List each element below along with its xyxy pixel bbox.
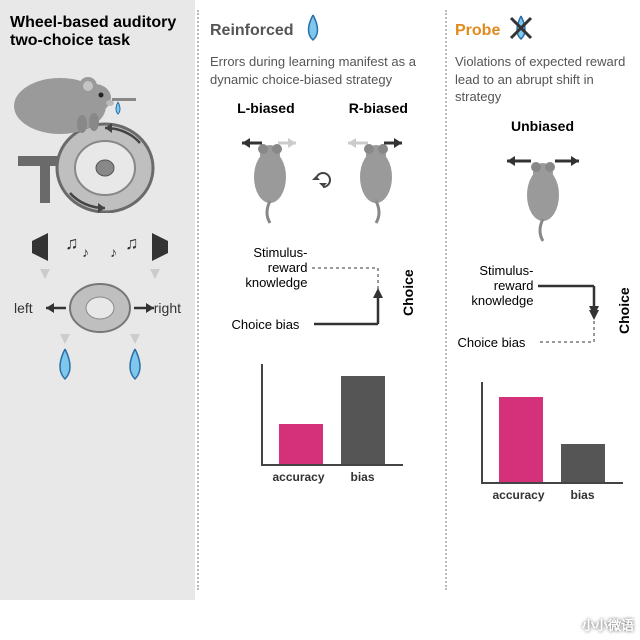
probe-flow: Stimulus- reward knowledge Choice bias C… <box>458 262 628 362</box>
bar-accuracy <box>279 424 323 464</box>
y-axis <box>261 364 263 466</box>
panel-task: Wheel-based auditory two-choice task <box>0 0 195 600</box>
y-axis-probe <box>481 382 483 484</box>
x-axis-probe <box>481 482 623 484</box>
biased-mice <box>210 130 435 230</box>
mouse-wheel-illustration <box>10 58 185 213</box>
svg-text:♫: ♫ <box>65 233 79 253</box>
reinforced-chart: accuracy bias <box>243 364 403 484</box>
reward-drops <box>10 345 185 385</box>
task-title: Wheel-based auditory two-choice task <box>10 14 185 50</box>
r-biased-label: R-biased <box>349 100 408 116</box>
panel-reinforced: Reinforced Errors during learning manife… <box>200 0 445 600</box>
bar-bias-probe <box>561 444 605 482</box>
probe-subtitle: Violations of expected reward lead to an… <box>455 53 630 106</box>
svg-text:♪: ♪ <box>82 244 89 260</box>
mouse-r-biased <box>346 135 406 225</box>
probe-chart: accuracy bias <box>463 382 623 502</box>
unbiased-label: Unbiased <box>455 118 630 134</box>
divider-1 <box>197 10 199 590</box>
label-bias-probe: bias <box>553 488 613 502</box>
mouse-l-biased <box>240 135 300 225</box>
reinforced-title: Reinforced <box>210 22 294 40</box>
cycle-icon <box>310 167 336 193</box>
watermark: 小小微语 <box>582 615 634 634</box>
probe-title: Probe <box>455 22 500 40</box>
label-accuracy-probe: accuracy <box>489 488 549 502</box>
svg-text:♪: ♪ <box>110 244 117 260</box>
panel-probe: Probe Violations of expected reward lead… <box>445 0 640 600</box>
mouse-unbiased <box>503 153 583 243</box>
droplet-icon <box>302 14 324 47</box>
label-accuracy: accuracy <box>269 470 329 484</box>
bar-bias <box>341 376 385 464</box>
reinforced-flow: Stimulus- reward knowledge Choice bias C… <box>228 244 418 344</box>
svg-text:♫: ♫ <box>125 233 139 253</box>
x-axis <box>261 464 403 466</box>
l-biased-label: L-biased <box>237 100 295 116</box>
reinforced-subtitle: Errors during learning manifest as a dyn… <box>210 53 435 88</box>
label-bias: bias <box>333 470 393 484</box>
bar-accuracy-probe <box>499 397 543 482</box>
no-reward-icon <box>508 14 534 47</box>
speakers-illustration: ♫ ♪ ♫ ♪ <box>10 231 185 276</box>
unbiased-mouse <box>455 148 630 248</box>
small-wheel-illustration: left right <box>10 276 185 341</box>
